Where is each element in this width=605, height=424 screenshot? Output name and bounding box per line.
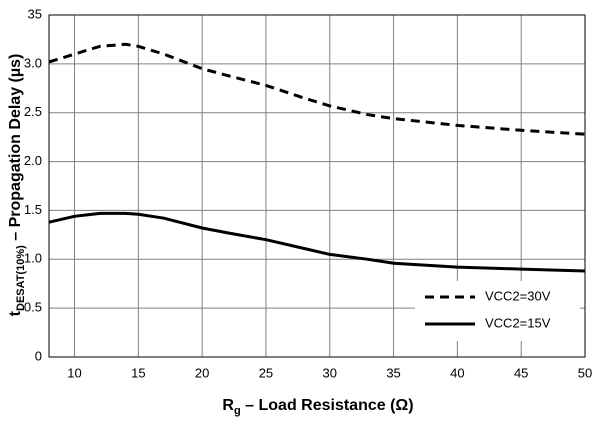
- y-tick-label: 1.5: [24, 202, 42, 217]
- x-tick-label: 20: [195, 365, 209, 380]
- y-tick-label: 1.0: [24, 251, 42, 266]
- y-tick-label: 2.0: [24, 153, 42, 168]
- legend-box: [415, 281, 580, 341]
- legend-label: VCC2=15V: [485, 315, 551, 330]
- x-tick-label: 15: [131, 365, 145, 380]
- x-tick-label: 40: [450, 365, 464, 380]
- x-axis-label: Rg – Load Resistance (Ω): [222, 397, 413, 417]
- x-tick-label: 25: [259, 365, 273, 380]
- x-tick-label: 30: [323, 365, 337, 380]
- y-tick-label: 0.5: [24, 300, 42, 315]
- legend-label: VCC2=30V: [485, 288, 551, 303]
- line: [48, 42, 586, 136]
- plot-frame: [48, 14, 586, 358]
- y-tick-label: 2.5: [24, 104, 42, 119]
- y-axis-label: tDESAT(10%) – Propagation Delay (µs): [7, 54, 27, 317]
- x-tick-label: 50: [578, 365, 592, 380]
- y-tick-label: 3.0: [24, 55, 42, 70]
- line: [48, 211, 586, 273]
- x-tick-label: 45: [514, 365, 528, 380]
- y-tick-label: 0: [35, 348, 42, 363]
- x-tick-label: 10: [67, 365, 81, 380]
- x-tick-label: 35: [386, 365, 400, 380]
- y-tick-label: 35: [28, 6, 42, 21]
